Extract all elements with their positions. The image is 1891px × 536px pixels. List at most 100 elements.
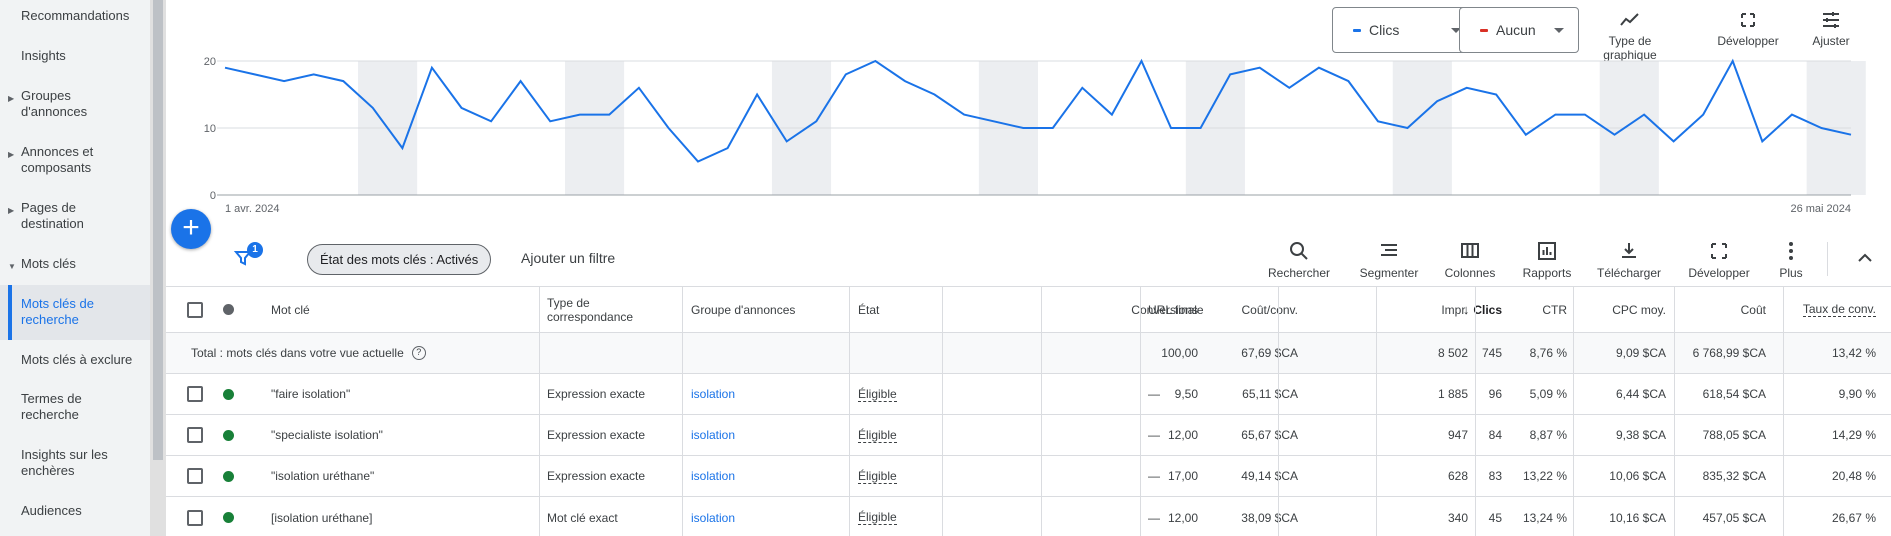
ctr-cell: 13,22 % xyxy=(1522,469,1567,483)
header-cost[interactable]: Coût xyxy=(1740,302,1766,317)
ad-group-link[interactable]: isolation xyxy=(691,387,736,401)
header-final-url[interactable]: URL finale xyxy=(1148,302,1204,317)
header-match-type[interactable]: Type de correspondance xyxy=(547,295,634,324)
impr-cell: 340 xyxy=(1447,510,1468,525)
ad-group-link[interactable]: isolation xyxy=(691,469,736,483)
total-cost-conv: 67,69 $CA xyxy=(1241,346,1298,360)
metric2-selector[interactable]: Aucun xyxy=(1459,7,1579,53)
column-divider xyxy=(849,286,850,536)
toolbar-reports-button[interactable]: Rapports xyxy=(1517,240,1577,280)
ad-group-link[interactable]: isolation xyxy=(691,428,736,442)
sidebar-item-auction-insights[interactable]: Insights sur les enchères xyxy=(0,447,150,479)
sidebar-item-landing-pages[interactable]: ▶ Pages de destination xyxy=(0,200,150,232)
metric2-label: Aucun xyxy=(1496,22,1536,38)
sidebar-item-search-keywords[interactable]: Mots clés de recherche xyxy=(0,285,150,340)
status-cell[interactable]: Éligible xyxy=(858,497,897,536)
sidebar-item-ad-groups[interactable]: ▶ Groupes d'annonces xyxy=(0,88,150,120)
total-clicks: 745 xyxy=(1481,346,1502,360)
chart-type-label: Type de graphique xyxy=(1603,34,1657,62)
column-divider xyxy=(1475,286,1476,536)
header-status[interactable]: État xyxy=(858,302,880,317)
cost-conv-cell: 65,67 $CA xyxy=(1241,428,1298,442)
row-checkbox[interactable] xyxy=(187,468,203,484)
ad-group-link[interactable]: isolation xyxy=(691,510,736,525)
add-filter-button[interactable]: Ajouter un filtre xyxy=(521,250,616,266)
conv-rate-cell: 20,48 % xyxy=(1831,469,1876,483)
sidebar-item-label: Insights sur les enchères xyxy=(21,447,108,478)
sidebar-item-label: Insights xyxy=(21,48,66,63)
total-cost: 6 768,99 $CA xyxy=(1692,346,1766,360)
expand-icon xyxy=(1741,13,1755,27)
column-divider xyxy=(1376,286,1377,536)
toolbar-more-button[interactable]: Plus xyxy=(1774,240,1808,280)
status-cell[interactable]: Éligible xyxy=(858,374,897,414)
help-icon[interactable]: ? xyxy=(411,346,426,360)
chart-expand-button[interactable]: Développer xyxy=(1713,10,1783,48)
status-label: Éligible xyxy=(858,386,897,402)
filter-button[interactable]: 1 xyxy=(233,242,263,272)
final-url-cell: — xyxy=(1148,469,1160,483)
row-status-dot xyxy=(223,415,234,455)
conversions-cell: 17,00 xyxy=(1167,469,1198,483)
add-keyword-fab[interactable]: + xyxy=(171,209,211,249)
keyword-cell[interactable]: "specialiste isolation" xyxy=(271,428,383,442)
table-total-row: Total : mots clés dans votre vue actuell… xyxy=(166,333,1891,374)
clicks-cell: 83 xyxy=(1488,469,1502,483)
toolbar-label: Télécharger xyxy=(1596,266,1662,280)
final-url-cell: — xyxy=(1148,428,1160,442)
filter-chip-keyword-status[interactable]: État des mots clés : Activés xyxy=(307,244,492,275)
header-ctr[interactable]: CTR xyxy=(1542,302,1567,317)
header-keyword[interactable]: Mot clé xyxy=(271,302,310,317)
header-impr[interactable]: Impr. xyxy=(1441,302,1468,317)
toolbar-expand-button[interactable]: Développer xyxy=(1684,240,1754,280)
header-cost-conv[interactable]: Coût/conv. xyxy=(1241,302,1298,317)
toolbar-download-button[interactable]: Télécharger xyxy=(1592,240,1666,280)
chart-type-icon xyxy=(1620,13,1639,26)
status-label: Éligible xyxy=(858,468,897,484)
columns-icon xyxy=(1461,243,1479,258)
status-cell[interactable]: Éligible xyxy=(858,415,897,455)
collapse-toolbar-button[interactable] xyxy=(1853,248,1877,268)
header-conv-rate[interactable]: Taux de conv. xyxy=(1566,287,1876,332)
chart-type-button[interactable]: Type de graphique xyxy=(1588,10,1672,62)
toolbar-search-button[interactable]: Rechercher xyxy=(1264,240,1334,280)
sidebar-item-keywords[interactable]: ▼ Mots clés xyxy=(0,256,150,272)
keyword-cell[interactable]: "isolation uréthane" xyxy=(271,469,375,483)
header-avg-cpc[interactable]: CPC moy. xyxy=(1612,302,1666,317)
header-conversions[interactable]: Conversions xyxy=(1131,302,1198,317)
toolbar-label: Colonnes xyxy=(1444,266,1496,280)
sidebar-item-audiences[interactable]: Audiences xyxy=(0,503,150,519)
select-all-checkbox[interactable] xyxy=(187,301,203,318)
total-conversions: 100,00 xyxy=(1161,346,1198,360)
toolbar-segment-button[interactable]: Segmenter xyxy=(1354,240,1424,280)
column-divider xyxy=(539,286,540,536)
status-cell[interactable]: Éligible xyxy=(858,456,897,496)
keyword-cell[interactable]: [isolation uréthane] xyxy=(271,510,373,525)
more-vert-icon xyxy=(1789,242,1793,260)
x-start-label: 1 avr. 2024 xyxy=(225,203,279,215)
row-select-cell xyxy=(187,415,203,455)
sort-down-arrow-icon: ↓ xyxy=(1462,301,1470,317)
sidebar-item-ads-assets[interactable]: ▶ Annonces et composants xyxy=(0,144,150,176)
sidebar-item-negative-keywords[interactable]: Mots clés à exclure xyxy=(0,352,150,368)
sidebar-item-search-terms[interactable]: Termes de recherche xyxy=(0,391,150,423)
table-row: [isolation uréthane] Mot clé exact isola… xyxy=(166,497,1891,536)
series-line-clics xyxy=(224,58,1852,163)
row-checkbox[interactable] xyxy=(187,427,203,443)
caret-right-icon: ▶ xyxy=(8,150,15,159)
sidebar-item-recommandations[interactable]: Recommandations xyxy=(0,8,150,24)
column-divider xyxy=(1278,286,1279,536)
chart-adjust-button[interactable]: Ajuster xyxy=(1803,10,1859,48)
row-checkbox[interactable] xyxy=(187,509,203,526)
header-clicks[interactable]: ↓ Clics xyxy=(1266,287,1502,332)
sidebar-item-insights[interactable]: Insights xyxy=(0,48,150,64)
toolbar-columns-button[interactable]: Colonnes xyxy=(1440,240,1500,280)
sidebar-scroll-thumb[interactable] xyxy=(153,0,163,460)
status-enabled-icon xyxy=(223,429,234,441)
y-tick-label: 0 xyxy=(210,190,216,202)
total-conv-rate: 13,42 % xyxy=(1831,346,1876,360)
keyword-cell[interactable]: "faire isolation" xyxy=(271,387,351,401)
header-ad-group[interactable]: Groupe d'annonces xyxy=(691,302,796,317)
row-checkbox[interactable] xyxy=(187,386,203,402)
